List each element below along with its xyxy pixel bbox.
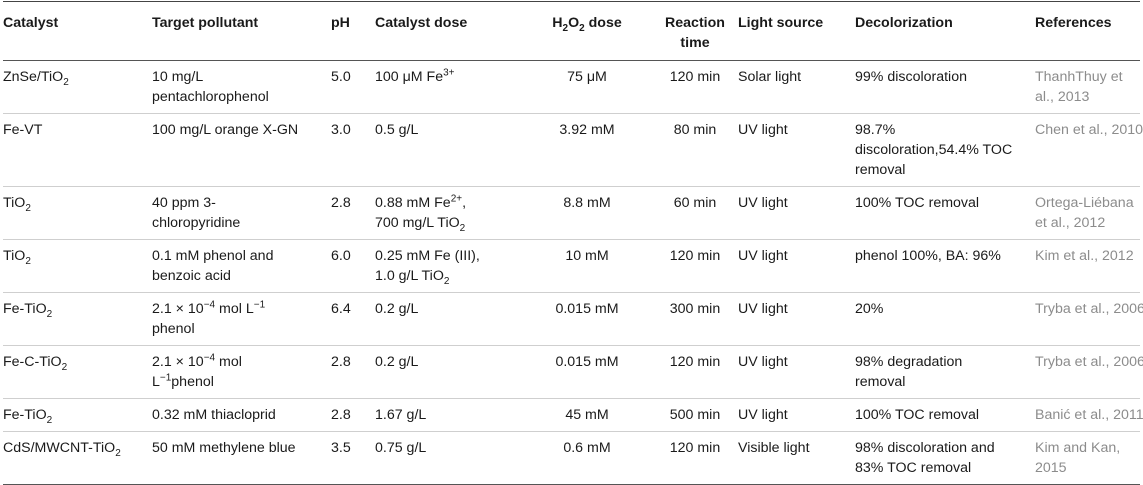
cell-decolorization: 100% TOC removal <box>855 195 980 211</box>
cell-decolorization: 20% <box>855 301 884 317</box>
table-row: ZnSe/TiO2 10 mg/L pentachlorophenol 5.0 … <box>3 61 1140 114</box>
table-row: TiO2 0.1 mM phenol and benzoic acid 6.0 … <box>3 240 1140 293</box>
cell-reaction-time: 120 min <box>669 248 721 264</box>
cell-ph: 3.0 <box>331 122 351 138</box>
cell-catalyst-dose: 0.25 mM Fe (III), 1.0 g/L TiO2 <box>375 248 480 287</box>
cell-reference: Kim et al., 2012 <box>1035 248 1134 264</box>
table-row: TiO2 40 ppm 3-chloropyridine 2.8 0.88 mM… <box>3 187 1140 240</box>
cell-catalyst-dose: 0.5 g/L <box>375 122 419 138</box>
header-ph: pH <box>331 15 350 31</box>
table-row: Fe-TiO2 2.1 × 10−4 mol L−1 phenol 6.4 0.2… <box>3 293 1143 346</box>
cell-catalyst: TiO2 <box>3 248 31 267</box>
header-references: References <box>1035 15 1112 31</box>
cell-catalyst: Fe-VT <box>3 122 43 138</box>
cell-reference: Kim and Kan, 2015 <box>1035 440 1121 476</box>
cell-reaction-time: 120 min <box>669 354 721 370</box>
table-row: Fe-VT 100 mg/L orange X-GN 3.0 0.5 g/L 3… <box>3 114 1143 187</box>
cell-reference: Ortega-Liébana et al., 2012 <box>1035 195 1134 231</box>
cell-light-source: UV light <box>738 195 788 211</box>
cell-catalyst-dose: 0.2 g/L <box>375 354 419 370</box>
cell-light-source: UV light <box>738 248 788 264</box>
header-catalyst: Catalyst <box>3 15 59 31</box>
cell-catalyst: Fe-TiO2 <box>3 301 53 320</box>
catalyst-table: Catalyst Target pollutant pH Catalyst do… <box>3 1 1143 485</box>
cell-h2o2-dose: 8.8 mM <box>563 195 611 211</box>
cell-catalyst: Fe-C-TiO2 <box>3 354 68 373</box>
header-pollutant: Target pollutant <box>152 15 259 31</box>
cell-ph: 2.8 <box>331 354 351 370</box>
cell-h2o2-dose: 0.015 mM <box>555 301 619 317</box>
table-row: CdS/MWCNT-TiO2 50 mM methylene blue 3.5 … <box>3 432 1140 485</box>
cell-reference: Chen et al., 2010 <box>1035 122 1143 138</box>
header-light-source: Light source <box>738 15 824 31</box>
cell-reaction-time: 120 min <box>669 69 721 85</box>
cell-pollutant: 0.1 mM phenol and benzoic acid <box>152 248 274 284</box>
cell-decolorization: phenol 100%, BA: 96% <box>855 248 1001 264</box>
cell-decolorization: 98.7% discoloration,54.4% TOC removal <box>855 122 1013 178</box>
cell-ph: 2.8 <box>331 407 351 423</box>
cell-catalyst-dose: 0.88 mM Fe2+, 700 mg/L TiO2 <box>375 193 467 234</box>
cell-reaction-time: 500 min <box>669 407 721 423</box>
cell-reaction-time: 300 min <box>669 301 721 317</box>
cell-catalyst: Fe-TiO2 <box>3 407 53 426</box>
cell-decolorization: 98% discoloration and 83% TOC removal <box>855 440 995 476</box>
cell-ph: 3.5 <box>331 440 351 456</box>
cell-light-source: UV light <box>738 354 788 370</box>
table-row: Fe-TiO2 0.32 mM thiacloprid 2.8 1.67 g/L… <box>3 399 1143 432</box>
cell-h2o2-dose: 10 mM <box>565 248 609 264</box>
cell-h2o2-dose: 45 mM <box>565 407 609 423</box>
cell-reference: ThanhThuy et al., 2013 <box>1035 69 1123 105</box>
cell-light-source: Visible light <box>738 440 810 456</box>
cell-h2o2-dose: 0.6 mM <box>563 440 611 456</box>
cell-light-source: UV light <box>738 407 788 423</box>
cell-h2o2-dose: 75 μM <box>567 69 607 85</box>
cell-pollutant: 10 mg/L pentachlorophenol <box>152 69 269 105</box>
cell-ph: 5.0 <box>331 69 351 85</box>
cell-pollutant: 2.1 × 10−4 mol L−1 phenol <box>152 299 266 337</box>
cell-h2o2-dose: 3.92 mM <box>559 122 615 138</box>
cell-catalyst: ZnSe/TiO2 <box>3 69 69 88</box>
cell-catalyst-dose: 0.75 g/L <box>375 440 427 456</box>
cell-reference: Banić et al., 2011 <box>1035 407 1143 423</box>
table-row: Fe-C-TiO2 2.1 × 10−4 mol L−1phenol 2.8 0.… <box>3 346 1143 399</box>
header-reaction-time: Reaction time <box>665 15 725 51</box>
cell-light-source: UV light <box>738 122 788 138</box>
cell-h2o2-dose: 0.015 mM <box>555 354 619 370</box>
cell-light-source: UV light <box>738 301 788 317</box>
cell-pollutant: 2.1 × 10−4 mol L−1phenol <box>152 352 242 390</box>
cell-reference: Tryba et al., 2006 <box>1035 354 1143 370</box>
cell-ph: 2.8 <box>331 195 351 211</box>
cell-light-source: Solar light <box>738 69 802 85</box>
header-decolorization: Decolorization <box>855 15 953 31</box>
header-h2o2-dose: H2O2 dose <box>552 15 622 34</box>
cell-pollutant: 100 mg/L orange X-GN <box>152 122 299 138</box>
cell-pollutant: 40 ppm 3-chloropyridine <box>152 195 241 231</box>
cell-catalyst-dose: 1.67 g/L <box>375 407 427 423</box>
cell-decolorization: 99% discoloration <box>855 69 967 85</box>
cell-reaction-time: 80 min <box>673 122 717 138</box>
header-catalyst-dose: Catalyst dose <box>375 15 468 31</box>
cell-reaction-time: 120 min <box>669 440 721 456</box>
cell-pollutant: 0.32 mM thiacloprid <box>152 407 276 423</box>
cell-catalyst: TiO2 <box>3 195 31 214</box>
cell-catalyst-dose: 100 μM Fe3+ <box>375 67 455 85</box>
cell-decolorization: 98% degradation removal <box>855 354 963 390</box>
cell-decolorization: 100% TOC removal <box>855 407 980 423</box>
cell-reaction-time: 60 min <box>673 195 717 211</box>
cell-ph: 6.0 <box>331 248 351 264</box>
cell-pollutant: 50 mM methylene blue <box>152 440 296 456</box>
cell-catalyst-dose: 0.2 g/L <box>375 301 419 317</box>
cell-catalyst: CdS/MWCNT-TiO2 <box>3 440 121 459</box>
cell-ph: 6.4 <box>331 301 351 317</box>
header-row: Catalyst Target pollutant pH Catalyst do… <box>3 1 1140 61</box>
cell-reference: Tryba et al., 2006 <box>1035 301 1143 317</box>
